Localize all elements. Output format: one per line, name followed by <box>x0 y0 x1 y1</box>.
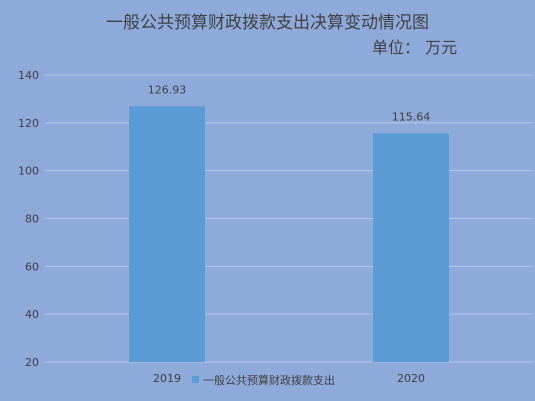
data-label: 115.64 <box>392 110 431 123</box>
chart-title: 一般公共预算财政拨款支出决算变动情况图 <box>106 13 429 33</box>
y-tick-label: 40 <box>25 308 39 321</box>
y-tick-label: 20 <box>25 356 39 369</box>
y-tick-label: 120 <box>18 117 39 130</box>
y-tick-label: 80 <box>25 213 39 226</box>
legend-label: 一般公共预算财政拨款支出 <box>203 373 335 387</box>
y-tick-label: 140 <box>18 69 39 82</box>
legend-swatch <box>192 376 199 383</box>
bar <box>373 133 449 362</box>
chart-unit-label: 单位： 万元 <box>372 38 458 57</box>
x-tick-label: 2020 <box>397 372 425 385</box>
y-tick-label: 60 <box>25 260 39 273</box>
x-tick-label: 2019 <box>153 372 181 385</box>
bar <box>129 106 205 362</box>
y-tick-label: 100 <box>18 165 39 178</box>
data-label: 126.93 <box>148 83 187 96</box>
